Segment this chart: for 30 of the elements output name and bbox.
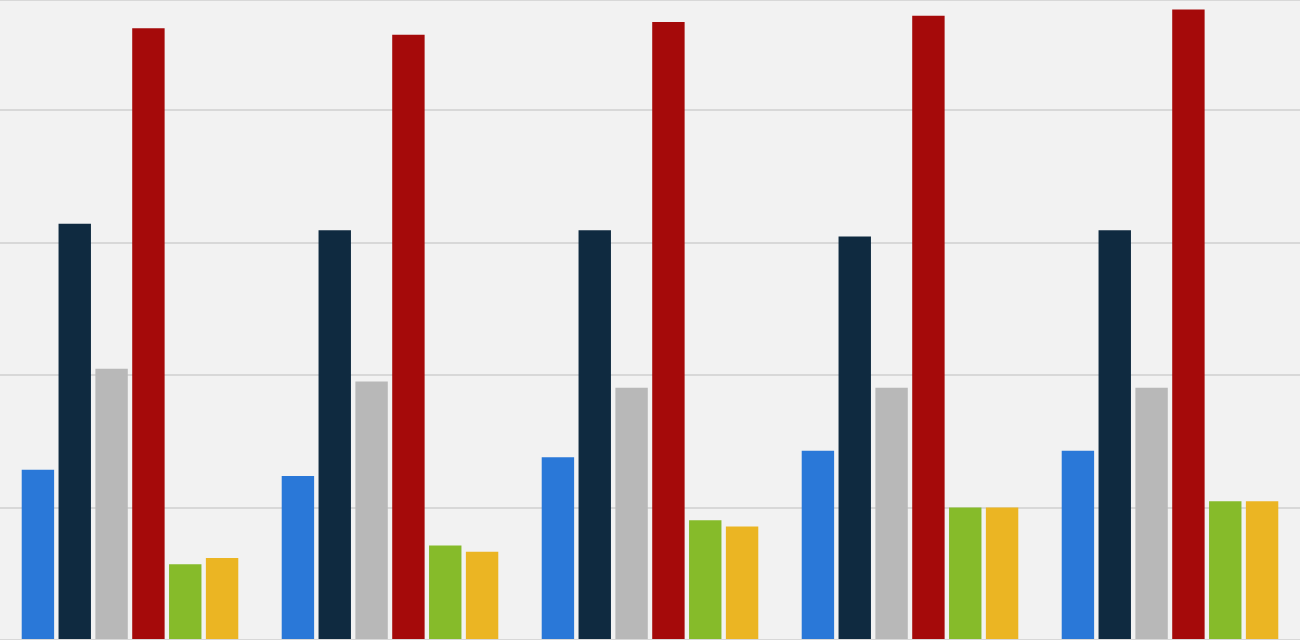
bar xyxy=(1245,501,1279,639)
bar xyxy=(541,457,575,639)
bar xyxy=(985,507,1019,639)
bar xyxy=(838,236,871,639)
bar xyxy=(1098,230,1131,639)
bar xyxy=(1061,450,1095,639)
bar xyxy=(318,230,351,639)
bar xyxy=(1135,387,1168,639)
bar xyxy=(132,28,165,639)
bar xyxy=(652,22,685,639)
bar xyxy=(169,564,202,639)
bar xyxy=(725,526,759,639)
bar xyxy=(801,450,835,639)
bar xyxy=(281,476,315,639)
bar xyxy=(949,507,982,639)
bar xyxy=(95,368,128,639)
bar xyxy=(429,545,462,639)
bar xyxy=(1172,9,1205,639)
bar xyxy=(875,387,908,639)
bar xyxy=(912,15,945,639)
bar xyxy=(465,551,499,639)
bar xyxy=(689,520,722,639)
bar xyxy=(392,34,425,639)
bar xyxy=(1209,501,1242,639)
bar xyxy=(21,469,55,639)
bar xyxy=(205,558,239,639)
bar xyxy=(578,230,611,639)
bar xyxy=(58,223,91,639)
bar xyxy=(355,381,388,639)
bar xyxy=(615,387,648,639)
